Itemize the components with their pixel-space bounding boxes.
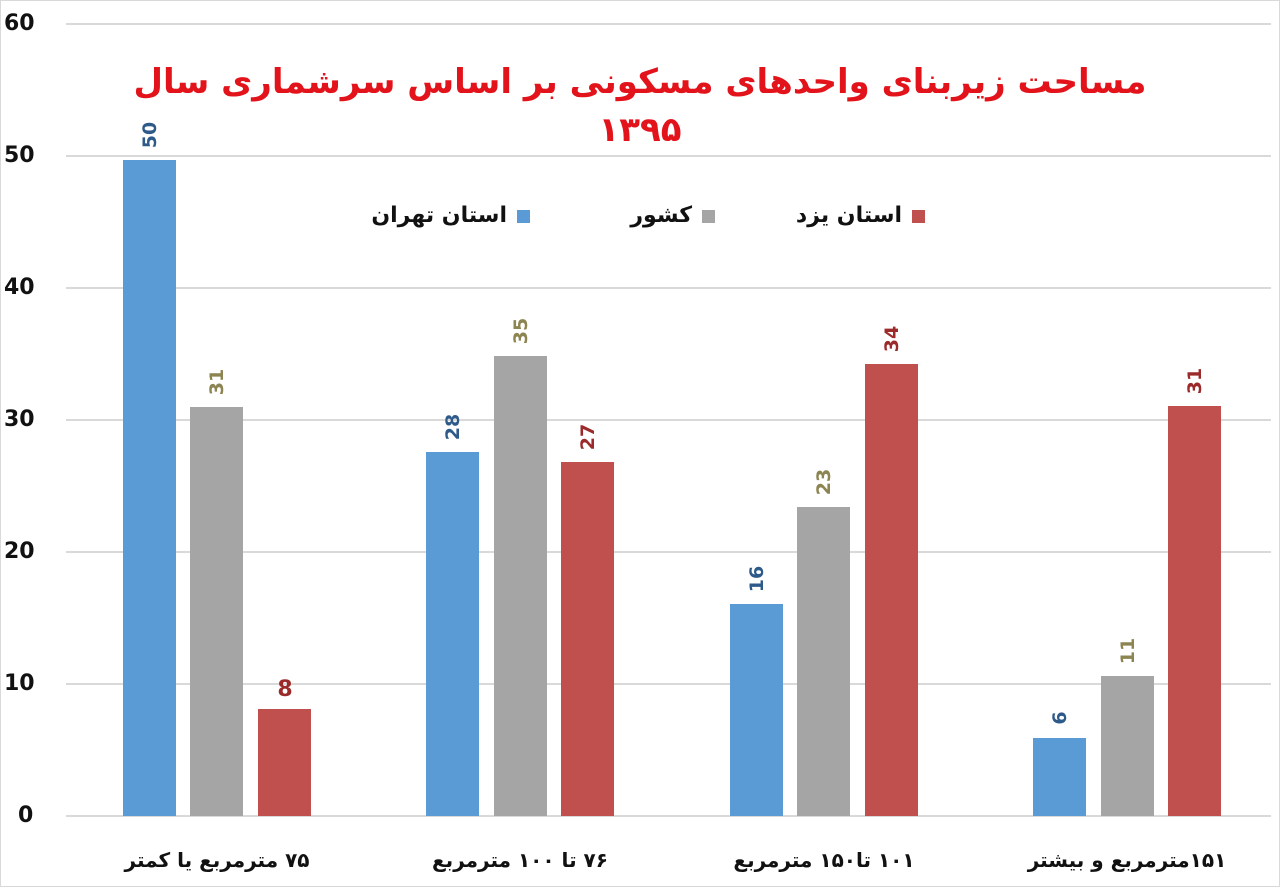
legend-swatch-yazd	[912, 209, 925, 223]
gridline-0	[66, 815, 1271, 817]
value-label-g2-country: 23	[813, 468, 835, 496]
x-label-3: ۱۵۱مترمربع و بیشتر	[1027, 848, 1227, 872]
legend-label-yazd: استان یزد	[795, 203, 902, 228]
gridline-50	[66, 155, 1271, 157]
x-label-2: ۱۰۱ تا۱۵۰ مترمربع	[733, 848, 915, 872]
value-label-g1-country: 35	[510, 317, 532, 345]
gridline-30	[66, 419, 1271, 421]
y-tick-60: 60	[4, 11, 35, 36]
value-label-g2-yazd: 34	[881, 325, 903, 353]
gridline-40	[66, 287, 1271, 289]
value-label-g0-tehran: 50	[139, 121, 161, 149]
bar-g1-tehran	[426, 452, 479, 816]
value-label-g3-yazd: 31	[1184, 367, 1206, 395]
legend-swatch-tehran	[517, 209, 530, 223]
x-label-0: ۷۵ مترمربع یا کمتر	[124, 848, 310, 872]
value-label-g0-yazd: 8	[277, 677, 293, 702]
bar-g0-country	[190, 407, 243, 816]
bar-g0-yazd	[258, 709, 311, 816]
y-tick-10: 10	[4, 671, 35, 696]
value-label-g3-country: 11	[1117, 637, 1139, 665]
y-tick-20: 20	[4, 539, 35, 564]
chart-legend: استان تهران کشور استان یزد	[355, 198, 935, 234]
y-tick-30: 30	[4, 407, 35, 432]
legend-item-tehran: استان تهران	[371, 198, 530, 234]
y-tick-50: 50	[4, 143, 35, 168]
gridline-20	[66, 551, 1271, 553]
bar-g0-tehran	[123, 160, 176, 816]
gridline-10	[66, 683, 1271, 685]
legend-label-country: کشور	[630, 203, 692, 228]
y-tick-0: 0	[18, 803, 34, 828]
bar-g3-country	[1101, 676, 1154, 816]
gridline-60	[66, 23, 1271, 25]
bar-g3-yazd	[1168, 406, 1221, 816]
value-label-g1-yazd: 27	[577, 423, 599, 451]
value-label-g2-tehran: 16	[746, 565, 768, 593]
bar-g2-yazd	[865, 364, 918, 816]
x-label-1: ۷۶ تا ۱۰۰ مترمربع	[432, 848, 608, 872]
bar-g3-tehran	[1033, 738, 1086, 816]
chart-title: مساحت زیربنای واحدهای مسکونی بر اساس سرش…	[133, 62, 1147, 150]
legend-label-tehran: استان تهران	[371, 203, 507, 228]
value-label-g3-tehran: 6	[1049, 711, 1071, 725]
value-label-g1-tehran: 28	[442, 413, 464, 441]
value-label-g0-country: 31	[206, 368, 228, 396]
bar-g1-country	[494, 356, 547, 816]
bar-g1-yazd	[561, 462, 614, 816]
legend-item-country: کشور	[630, 198, 715, 234]
legend-swatch-country	[702, 209, 715, 223]
bar-g2-country	[797, 507, 850, 816]
y-tick-40: 40	[4, 275, 35, 300]
bar-g2-tehran	[730, 604, 783, 816]
legend-item-yazd: استان یزد	[796, 198, 925, 234]
